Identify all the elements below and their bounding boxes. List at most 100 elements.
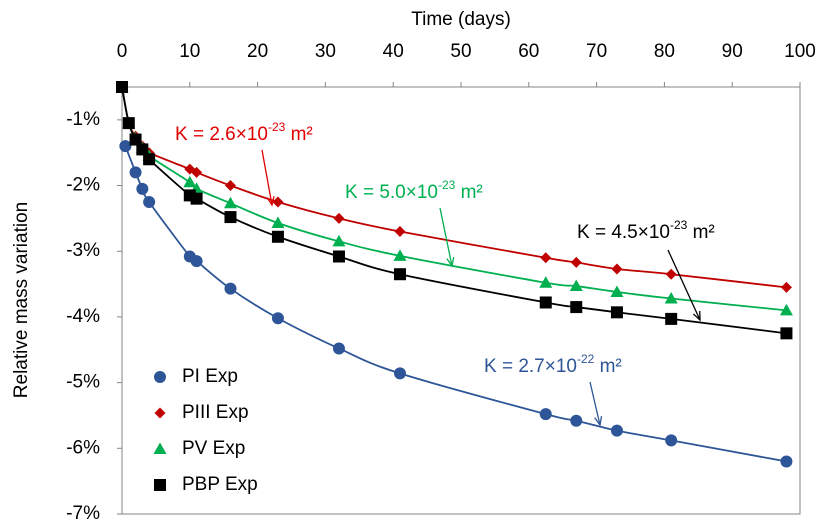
data-point [332, 342, 345, 355]
data-point [570, 256, 582, 268]
annotation-arrowhead [266, 196, 275, 207]
data-point [610, 285, 624, 297]
data-point [271, 312, 284, 325]
data-point [780, 281, 792, 293]
data-point [665, 268, 677, 280]
x-tick-label: 70 [586, 41, 607, 62]
data-point [611, 263, 623, 275]
data-point [664, 292, 678, 304]
data-point [332, 234, 346, 247]
annotation-text: K = 5.0×10 [345, 182, 438, 203]
data-point [332, 250, 345, 263]
data-point [223, 196, 237, 209]
annotation-sup: -23 [438, 178, 456, 192]
y-tick-label: -4% [66, 306, 100, 327]
data-point [271, 230, 284, 243]
x-axis-title: Time (days) [411, 9, 511, 30]
x-tick-label: 0 [117, 41, 128, 62]
data-point [570, 301, 583, 314]
annotation-arrow [589, 381, 601, 426]
annotation-text: K = 4.5×10 [577, 222, 670, 243]
data-point [116, 81, 128, 93]
legend-label: PI Exp [182, 366, 238, 387]
data-point [610, 306, 623, 319]
data-point [570, 414, 583, 427]
y-tick-label: -1% [66, 109, 100, 130]
data-point [190, 192, 203, 205]
data-point [779, 303, 793, 316]
y-tick-label: -3% [66, 240, 100, 261]
y-tick-label: -7% [66, 503, 100, 524]
x-tick-label: 40 [383, 41, 404, 62]
annotation: K = 5.0×10-23 m² [345, 178, 483, 203]
data-point [333, 212, 345, 224]
data-point [224, 211, 237, 224]
annotation-arrow [439, 207, 453, 267]
annotation-tail: m² [594, 356, 621, 377]
data-point [393, 249, 407, 261]
data-point [143, 195, 156, 208]
legend-label: PBP Exp [182, 474, 258, 495]
x-tick-label: 90 [722, 41, 743, 62]
data-point [569, 279, 583, 292]
data-point [539, 296, 552, 309]
annotation: K = 2.6×10-23 m² [175, 120, 313, 145]
y-tick-label: -2% [66, 175, 100, 196]
data-point [540, 252, 552, 264]
data-point [224, 180, 236, 192]
annotation-arrowhead [594, 416, 603, 427]
annotation-sup: -23 [268, 120, 286, 134]
legend-label: PV Exp [182, 438, 245, 459]
data-point [393, 367, 406, 380]
data-point [780, 327, 793, 340]
legend-swatch [154, 371, 166, 383]
data-point [665, 434, 678, 447]
data-point [129, 166, 142, 179]
x-tick-label: 50 [450, 41, 471, 62]
annotation-arrow [261, 149, 273, 206]
data-point [183, 175, 197, 188]
legend-swatch [153, 442, 167, 454]
annotation-text: K = 2.6×10 [175, 124, 268, 145]
annotation-text: K = 2.7×10 [484, 356, 577, 377]
annotation-tail: m² [455, 182, 482, 203]
annotation-arrowhead [692, 310, 701, 322]
legend-swatch [154, 479, 166, 491]
annotation-tail: m² [285, 124, 312, 145]
data-point [136, 143, 149, 156]
data-point [394, 226, 406, 238]
data-point [122, 117, 135, 130]
x-tick-label: 100 [784, 41, 816, 62]
x-tick-label: 30 [315, 41, 336, 62]
y-tick-label: -5% [66, 372, 100, 393]
x-tick-label: 60 [518, 41, 539, 62]
annotation-tail: m² [687, 222, 714, 243]
y-axis-title: Relative mass variation [11, 202, 32, 398]
data-point [136, 182, 149, 195]
x-tick-label: 10 [179, 41, 200, 62]
data-point [665, 312, 678, 325]
annotation-sup: -23 [670, 218, 688, 232]
annotation-arrow [667, 249, 701, 321]
annotation: K = 4.5×10-23 m² [577, 218, 715, 243]
x-tick-label: 80 [654, 41, 675, 62]
annotation-arrowhead [446, 257, 455, 268]
data-point [143, 153, 156, 166]
y-tick-label: -6% [66, 437, 100, 458]
annotation: K = 2.7×10-22 m² [484, 352, 622, 377]
data-point [224, 282, 237, 295]
data-point [190, 255, 203, 268]
data-point [129, 133, 142, 146]
data-point [119, 140, 132, 153]
data-point [539, 408, 552, 421]
data-point [393, 268, 406, 281]
data-point [191, 166, 203, 178]
annotation-sup: -22 [577, 352, 595, 366]
x-tick-label: 20 [247, 41, 268, 62]
data-point [539, 276, 553, 288]
data-point [780, 455, 793, 468]
legend-swatch [154, 407, 166, 419]
data-point [271, 216, 285, 228]
legend-label: PIII Exp [182, 402, 249, 423]
